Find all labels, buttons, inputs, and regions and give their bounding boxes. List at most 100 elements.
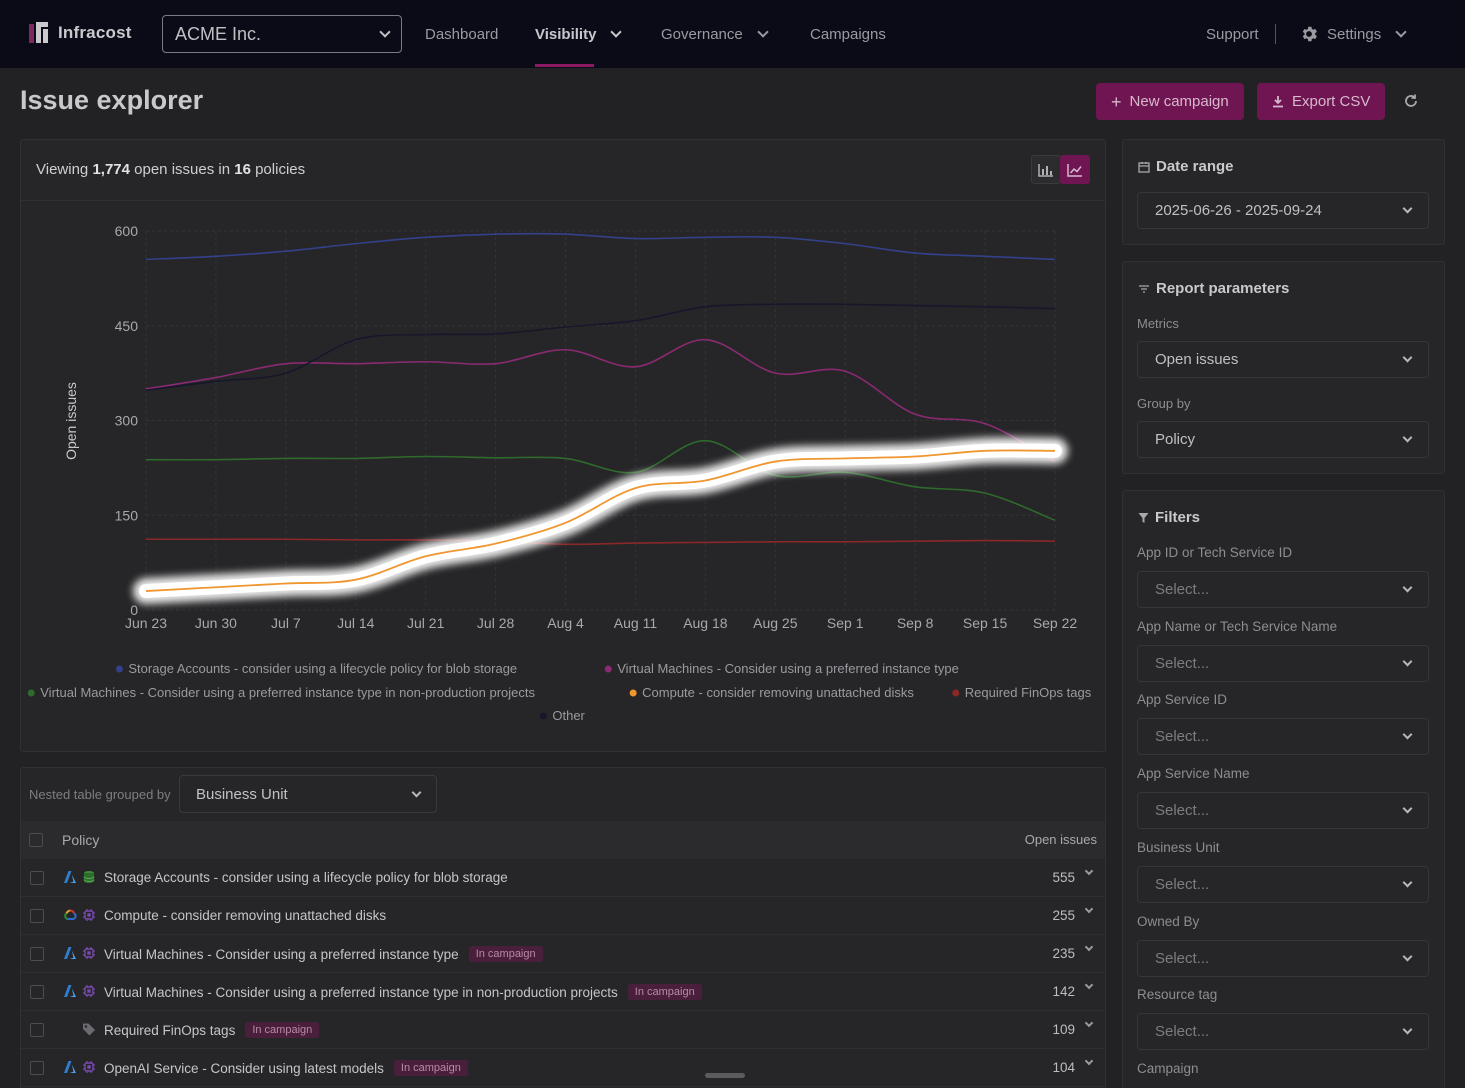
legend-label: Required FinOps tags (965, 685, 1092, 700)
policy-name[interactable]: Storage Accounts - consider using a life… (104, 870, 508, 885)
date-range-title: Date range (1138, 158, 1234, 175)
column-header-policy[interactable]: Policy (62, 832, 100, 848)
legend-item-other[interactable]: Other (539, 708, 586, 723)
select-all-checkbox[interactable] (29, 833, 43, 847)
resize-handle[interactable] (705, 1073, 745, 1078)
series-line-required-finops-tags[interactable] (146, 538, 1056, 546)
expand-row-icon[interactable] (1084, 1056, 1094, 1066)
bar-chart-toggle[interactable] (1031, 155, 1061, 184)
chevron-down-icon (1402, 803, 1413, 814)
filters-title-text: Filters (1155, 509, 1201, 526)
filter-select-app-name-or-tech-service-name[interactable]: Select... (1137, 644, 1429, 682)
tag-icon (82, 1022, 97, 1041)
legend-item-virtual-machines-consider-using-a-preferred-instance-type-in-non-production-projects[interactable]: Virtual Machines - Consider using a pref… (27, 685, 536, 700)
x-tick-label: Aug 4 (547, 615, 584, 631)
filter-select-app-service-name[interactable]: Select... (1137, 792, 1429, 830)
legend-label: Virtual Machines - Consider using a pref… (40, 685, 535, 700)
chevron-down-icon (1402, 877, 1413, 888)
nav-governance-label: Governance (661, 25, 743, 43)
new-campaign-button[interactable]: + New campaign (1096, 83, 1244, 120)
row-checkbox[interactable] (30, 985, 44, 999)
metrics-select[interactable]: Open issues (1137, 341, 1429, 378)
line-chart-toggle[interactable] (1060, 155, 1090, 184)
column-header-open-issues[interactable]: Open issues (1024, 832, 1097, 847)
y-tick-label: 150 (115, 507, 139, 523)
infracost-logo[interactable]: Infracost (28, 21, 132, 45)
table-row[interactable]: Required FinOps tags In campaign 109 (21, 1011, 1105, 1049)
policy-name[interactable]: OpenAI Service - Consider using latest m… (104, 1060, 468, 1076)
azure-icon (63, 946, 77, 965)
row-checkbox[interactable] (30, 947, 44, 961)
filter-label-app-service-id: App Service ID (1137, 692, 1228, 708)
azure-icon (63, 870, 77, 889)
y-tick-label: 450 (115, 318, 139, 334)
legend-item-required-finops-tags[interactable]: Required FinOps tags (952, 685, 1092, 700)
table-row[interactable]: Storage Accounts - consider using a life… (21, 859, 1105, 897)
table-row[interactable]: Virtual Machines - Consider using a pref… (21, 935, 1105, 973)
series-line-storage-accounts-consider-using-a-lifecycle-policy-for-blob-storage[interactable] (145, 232, 1056, 261)
filter-placeholder: Select... (1155, 581, 1210, 598)
legend-item-virtual-machines-consider-using-a-preferred-instance-type[interactable]: Virtual Machines - Consider using a pref… (604, 661, 959, 676)
row-checkbox[interactable] (30, 871, 44, 885)
chip-icon (82, 908, 96, 927)
series-line-virtual-machines-consider-using-a-preferred-instance-type[interactable] (145, 338, 1056, 463)
date-range-picker[interactable]: 2025-06-26 - 2025-09-24 (1137, 192, 1429, 229)
table-group-select[interactable]: Business Unit (179, 775, 437, 813)
filter-placeholder: Select... (1155, 802, 1210, 820)
expand-row-icon[interactable] (1084, 904, 1094, 914)
series-line-virtual-machines-consider-using-a-preferred-instance-type-in-non-production-projects[interactable] (145, 439, 1056, 522)
expand-row-icon[interactable] (1084, 942, 1094, 952)
group-by-select[interactable]: Policy (1137, 421, 1429, 458)
y-axis-label: Open issues (63, 382, 79, 460)
legend-item-compute-consider-removing-unattached-disks[interactable]: Compute - consider removing unattached d… (629, 685, 915, 700)
nav-governance[interactable]: Governance (661, 0, 769, 68)
chevron-down-icon (411, 787, 422, 797)
policy-name[interactable]: Virtual Machines - Consider using a pref… (104, 984, 702, 1000)
policy-name[interactable]: Required FinOps tags In campaign (104, 1022, 320, 1038)
nav-support-label: Support (1206, 25, 1259, 43)
export-csv-label: Export CSV (1292, 93, 1371, 110)
expand-row-icon[interactable] (1084, 980, 1094, 990)
organization-select[interactable]: ACME Inc. (162, 15, 402, 53)
filter-select-app-service-id[interactable]: Select... (1137, 718, 1429, 756)
x-tick-label: Sep 22 (1033, 615, 1078, 631)
refresh-icon[interactable] (1402, 92, 1420, 110)
export-csv-button[interactable]: Export CSV (1257, 83, 1386, 120)
policy-name[interactable]: Virtual Machines - Consider using a pref… (104, 946, 543, 962)
series-line-other[interactable] (145, 303, 1056, 391)
x-tick-label: Jul 7 (271, 615, 301, 631)
nav-visibility-label: Visibility (535, 25, 597, 43)
x-tick-label: Sep 1 (827, 615, 864, 631)
legend-swatch (27, 689, 35, 697)
row-checkbox[interactable] (30, 909, 44, 923)
legend-swatch (604, 665, 612, 673)
series-line-compute-consider-removing-unattached-disks[interactable] (145, 449, 1056, 592)
chip-icon (82, 946, 96, 965)
nav-support[interactable]: Support (1206, 0, 1259, 68)
nav-campaigns[interactable]: Campaigns (810, 0, 886, 68)
x-tick-label: Jul 28 (477, 615, 515, 631)
row-checkbox[interactable] (30, 1061, 44, 1075)
legend-item-storage-accounts-consider-using-a-lifecycle-policy-for-blob-storage[interactable]: Storage Accounts - consider using a life… (115, 661, 517, 676)
chevron-down-icon (1402, 1024, 1413, 1035)
filter-select-resource-tag[interactable]: Select... (1137, 1013, 1429, 1051)
nav-divider (1275, 24, 1276, 44)
nav-settings[interactable]: Settings (1299, 0, 1407, 68)
filter-select-business-unit[interactable]: Select... (1137, 865, 1429, 903)
table-group-value: Business Unit (196, 785, 288, 803)
policy-name[interactable]: Compute - consider removing unattached d… (104, 908, 386, 923)
x-tick-label: Jun 30 (195, 615, 237, 631)
nav-visibility[interactable]: Visibility (535, 0, 623, 68)
policy-name-text: Required FinOps tags (104, 1022, 236, 1038)
open-issue-count: 1,774 (92, 161, 130, 178)
expand-row-icon[interactable] (1084, 866, 1094, 876)
row-checkbox[interactable] (30, 1023, 44, 1037)
table-row[interactable]: Virtual Machines - Consider using a pref… (21, 973, 1105, 1011)
table-row[interactable]: Compute - consider removing unattached d… (21, 897, 1105, 935)
filter-select-owned-by[interactable]: Select... (1137, 939, 1429, 977)
nav-dashboard[interactable]: Dashboard (425, 0, 498, 68)
table-row[interactable]: OpenAI Service - Consider using latest m… (21, 1049, 1105, 1087)
expand-row-icon[interactable] (1084, 1018, 1094, 1028)
filter-select-app-id-or-tech-service-id[interactable]: Select... (1137, 571, 1429, 608)
legend-swatch (539, 712, 547, 720)
